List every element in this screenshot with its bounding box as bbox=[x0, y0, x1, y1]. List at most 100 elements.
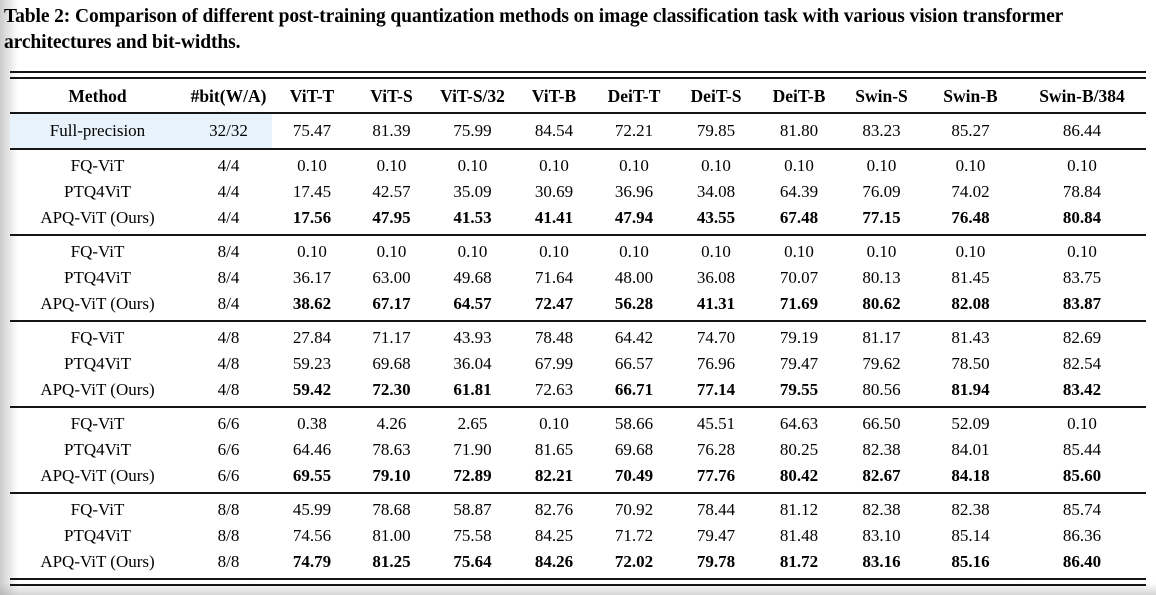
value-cell: 81.45 bbox=[951, 268, 990, 287]
bits-cell: 8/4 bbox=[185, 234, 272, 265]
value-cell: 27.84 bbox=[272, 320, 352, 351]
value-cell: 36.96 bbox=[614, 182, 654, 201]
value-cell: 0.10 bbox=[431, 148, 514, 179]
value-cell: 0.10 bbox=[514, 406, 594, 437]
value-cell: 78.84 bbox=[1062, 182, 1102, 201]
method-cell: FQ-ViT bbox=[10, 234, 185, 265]
value-cell: 0.10 bbox=[840, 148, 923, 179]
value-cell: 75.64 bbox=[453, 552, 492, 571]
value-cell: 0.10 bbox=[594, 148, 674, 179]
value-cell: 71.72 bbox=[614, 526, 654, 545]
column-header: ViT-S bbox=[370, 86, 413, 106]
table-row: APQ-ViT (Ours) 8/8 74.79 81.25 75.64 84.26 72.… bbox=[10, 549, 1146, 578]
value-cell: 84.54 bbox=[514, 113, 594, 150]
value-cell: 85.60 bbox=[1062, 466, 1102, 485]
column-header: Method bbox=[68, 86, 127, 106]
value-cell: 75.99 bbox=[431, 113, 514, 150]
value-cell: 85.44 bbox=[1062, 440, 1102, 459]
value-cell: 78.50 bbox=[951, 354, 990, 373]
caption-label: Table 2: bbox=[4, 6, 71, 27]
value-cell: 0.10 bbox=[594, 234, 674, 265]
value-cell: 45.99 bbox=[272, 492, 352, 523]
value-cell: 72.63 bbox=[534, 380, 574, 399]
value-cell: 81.43 bbox=[923, 320, 1018, 351]
value-cell: 80.84 bbox=[1062, 208, 1102, 227]
value-cell: 69.68 bbox=[614, 440, 654, 459]
table-row: FQ-ViT 4/4 0.10 0.10 0.10 0.10 0.10 0.10 0.10 0.1… bbox=[10, 148, 1146, 179]
value-cell: 78.63 bbox=[372, 440, 411, 459]
value-cell: 41.41 bbox=[534, 208, 574, 227]
value-cell: 76.48 bbox=[951, 208, 990, 227]
method-cell: APQ-ViT (Ours) bbox=[40, 294, 155, 313]
value-cell: 78.48 bbox=[514, 320, 594, 351]
column-header: ViT-B bbox=[531, 86, 577, 106]
value-cell: 81.39 bbox=[352, 113, 431, 150]
value-cell: 72.02 bbox=[614, 552, 654, 571]
value-cell: 76.09 bbox=[862, 182, 901, 201]
value-cell: 17.45 bbox=[292, 182, 332, 201]
value-cell: 78.44 bbox=[674, 492, 758, 523]
value-cell: 78.68 bbox=[352, 492, 431, 523]
value-cell: 72.21 bbox=[594, 113, 674, 150]
value-cell: 34.08 bbox=[696, 182, 736, 201]
value-cell: 81.17 bbox=[840, 320, 923, 351]
value-cell: 76.28 bbox=[696, 440, 736, 459]
value-cell: 0.10 bbox=[923, 148, 1018, 179]
value-cell: 36.08 bbox=[696, 268, 736, 287]
value-cell: 0.10 bbox=[674, 148, 758, 179]
value-cell: 84.25 bbox=[534, 526, 574, 545]
bits-cell: 4/8 bbox=[185, 320, 272, 351]
value-cell: 84.26 bbox=[534, 552, 574, 571]
value-cell: 38.62 bbox=[292, 294, 332, 313]
table-row-full-precision: Full-precision 32/32 75.47 81.39 75.99 84.54 7… bbox=[10, 113, 1146, 150]
value-cell: 36.04 bbox=[453, 354, 492, 373]
bits-cell: 6/6 bbox=[185, 406, 272, 437]
value-cell: 82.76 bbox=[514, 492, 594, 523]
value-cell: 77.15 bbox=[862, 208, 901, 227]
table-caption: Table 2: Comparison of different post-tr… bbox=[4, 4, 1154, 56]
value-cell: 83.75 bbox=[1062, 268, 1102, 287]
value-cell: 83.87 bbox=[1062, 294, 1102, 313]
value-cell: 82.38 bbox=[840, 492, 923, 523]
bits-cell: 4/4 bbox=[217, 208, 240, 227]
caption-text: Comparison of different post-training qu… bbox=[4, 6, 1063, 53]
column-header: ViT-S/32 bbox=[440, 86, 505, 106]
value-cell: 80.42 bbox=[779, 466, 819, 485]
column-header: ViT-T bbox=[289, 86, 335, 106]
value-cell: 41.53 bbox=[453, 208, 492, 227]
value-cell: 66.50 bbox=[840, 406, 923, 437]
table-bottom-rule bbox=[10, 578, 1146, 586]
value-cell: 79.10 bbox=[372, 466, 411, 485]
value-cell: 81.65 bbox=[534, 440, 574, 459]
column-header: Swin-S bbox=[855, 86, 908, 106]
value-cell: 0.10 bbox=[514, 148, 594, 179]
value-cell: 74.02 bbox=[951, 182, 990, 201]
value-cell: 67.17 bbox=[372, 294, 411, 313]
value-cell: 72.47 bbox=[534, 294, 574, 313]
value-cell: 82.69 bbox=[1018, 320, 1146, 351]
value-cell: 59.23 bbox=[292, 354, 332, 373]
table-row: PTQ4ViT 4/4 17.45 42.57 35.09 30.69 36.96 34.08… bbox=[10, 179, 1146, 205]
value-cell: 36.17 bbox=[292, 268, 332, 287]
value-cell: 80.56 bbox=[862, 380, 901, 399]
value-cell: 85.16 bbox=[951, 552, 990, 571]
value-cell: 71.90 bbox=[453, 440, 492, 459]
method-cell: Full-precision bbox=[10, 113, 185, 150]
method-cell: PTQ4ViT bbox=[64, 526, 131, 545]
value-cell: 30.69 bbox=[534, 182, 574, 201]
value-cell: 59.42 bbox=[292, 380, 332, 399]
value-cell: 69.55 bbox=[292, 466, 332, 485]
value-cell: 52.09 bbox=[923, 406, 1018, 437]
value-cell: 69.68 bbox=[372, 354, 411, 373]
column-header: Swin-B bbox=[943, 86, 998, 106]
value-cell: 83.23 bbox=[840, 113, 923, 150]
table-row: PTQ4ViT 8/8 74.56 81.00 75.58 84.25 71.72 79.47… bbox=[10, 523, 1146, 549]
value-cell: 0.10 bbox=[923, 234, 1018, 265]
value-cell: 79.47 bbox=[696, 526, 736, 545]
value-cell: 35.09 bbox=[453, 182, 492, 201]
column-header: Swin-B/384 bbox=[1039, 86, 1125, 106]
value-cell: 82.67 bbox=[862, 466, 901, 485]
table-row: FQ-ViT 8/4 0.10 0.10 0.10 0.10 0.10 0.10 0.10 0.1… bbox=[10, 234, 1146, 265]
value-cell: 64.42 bbox=[594, 320, 674, 351]
value-cell: 58.66 bbox=[594, 406, 674, 437]
